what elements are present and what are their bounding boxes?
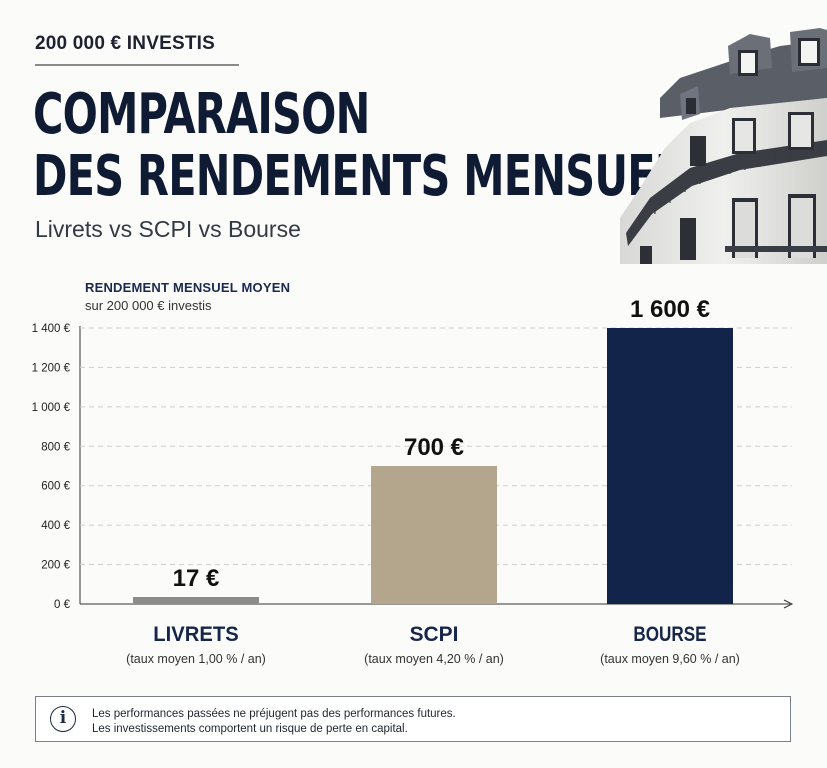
category-note: (taux moyen 4,20 % / an) [364, 652, 504, 666]
building-illustration [620, 28, 827, 264]
data-label: 17 € [173, 565, 220, 592]
page-title: COMPARAISON DES RENDEMENTS MENSUELS [33, 84, 710, 208]
disclaimer-box: i Les performances passées ne préjugent … [35, 696, 791, 742]
kicker-text: 200 000 € INVESTIS [35, 33, 215, 54]
title-line-1: COMPARAISON [33, 82, 370, 147]
category-note: (taux moyen 1,00 % / an) [126, 652, 266, 666]
category-label: BOURSE [633, 623, 706, 646]
data-label: 1 600 € [630, 300, 710, 323]
chart-subtitle: sur 200 000 € investis [85, 298, 212, 313]
y-tick-label: 400 € [41, 520, 70, 532]
y-tick-label: 600 € [41, 481, 70, 493]
y-tick-label: 200 € [41, 560, 70, 572]
kicker-underline [35, 64, 239, 66]
page-subtitle: Livrets vs SCPI vs Bourse [35, 216, 301, 242]
y-tick-label: 1 400 € [32, 323, 71, 335]
bar-chart: 0 € 200 € 400 € 600 € 800 € 1 000 € 1 200 € 1 4… [32, 300, 794, 666]
bar-livrets [133, 597, 259, 604]
category-label: SCPI [410, 623, 459, 646]
disclaimer-line-2: Les investissements comportent un risque… [92, 723, 408, 735]
chart-title: RENDEMENT MENSUEL MOYEN [85, 280, 291, 295]
bar-bourse [607, 328, 733, 604]
x-axis-arrow [783, 599, 794, 609]
data-label: 700 € [404, 434, 464, 461]
disclaimer-line-1: Les performances passées ne préjugent pa… [92, 708, 456, 720]
y-tick-label: 800 € [41, 441, 70, 453]
category-label: LIVRETS [153, 623, 238, 646]
title-line-2: DES RENDEMENTS MENSUELS [33, 144, 710, 209]
y-tick-label: 1 000 € [32, 402, 71, 414]
bar-scpi [371, 466, 497, 604]
y-tick-label: 1 200 € [32, 362, 71, 374]
category-note: (taux moyen 9,60 % / an) [600, 652, 740, 666]
info-icon: i [50, 706, 76, 732]
y-tick-label: 0 € [54, 599, 71, 611]
